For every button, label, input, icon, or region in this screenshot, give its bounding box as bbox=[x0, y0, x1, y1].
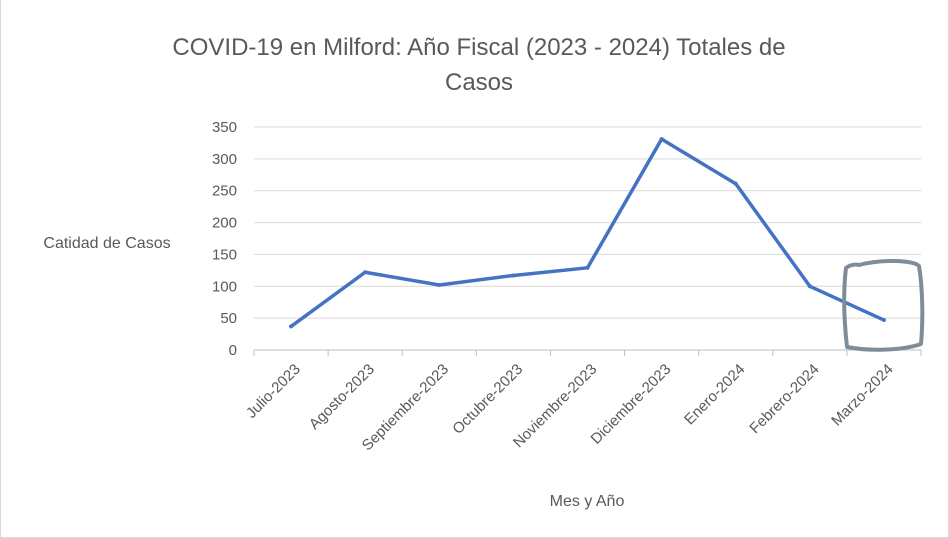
y-tick-label: 300 bbox=[212, 151, 237, 168]
x-tick-label: Octubre-2023 bbox=[449, 361, 526, 438]
y-tick-label: 350 bbox=[212, 119, 237, 136]
y-tick-label: 200 bbox=[212, 215, 237, 232]
y-tick-label: 0 bbox=[229, 342, 237, 359]
x-tick-label: Enero-2024 bbox=[681, 361, 748, 428]
y-tick-label: 250 bbox=[212, 183, 237, 200]
x-tick-label: Marzo-2024 bbox=[828, 361, 897, 430]
y-tick-label: 100 bbox=[212, 278, 237, 295]
hand-drawn-highlight-box bbox=[842, 259, 925, 352]
y-tick-labels: 0 50 100 150 200 250 300 350 bbox=[212, 119, 237, 359]
series-line bbox=[289, 137, 886, 329]
chart-title: COVID-19 en Milford: Año Fiscal (2023 - … bbox=[172, 34, 785, 96]
y-tick-label: 50 bbox=[220, 310, 237, 327]
data-point bbox=[585, 265, 590, 270]
data-point bbox=[437, 283, 442, 288]
x-tick-label: Diciembre-2023 bbox=[588, 361, 675, 448]
series-line-group bbox=[289, 137, 886, 329]
x-tick-label: Julio-2023 bbox=[243, 361, 304, 422]
x-tick-label: Febrero-2024 bbox=[746, 361, 822, 437]
y-tick-label: 150 bbox=[212, 246, 237, 263]
highlight-box-stroke bbox=[842, 259, 925, 352]
data-point bbox=[511, 273, 516, 278]
data-point bbox=[807, 284, 812, 289]
chart-title-line-1: COVID-19 en Milford: Año Fiscal (2023 - … bbox=[172, 34, 785, 61]
data-point bbox=[289, 324, 294, 329]
data-point bbox=[363, 270, 368, 275]
x-tick-labels: Julio-2023 Agosto-2023Septiembre-2023Octu… bbox=[243, 361, 897, 454]
gridlines bbox=[254, 126, 921, 319]
chart-title-line-2: Casos bbox=[445, 69, 513, 96]
data-point bbox=[733, 181, 738, 186]
x-tick-label: Agosto-2023 bbox=[306, 361, 378, 433]
x-axis bbox=[253, 349, 922, 356]
data-point bbox=[659, 137, 664, 142]
data-point bbox=[881, 318, 886, 323]
y-axis-title: Catidad de Casos bbox=[43, 235, 170, 252]
x-axis-title: Mes y Año bbox=[550, 493, 625, 510]
